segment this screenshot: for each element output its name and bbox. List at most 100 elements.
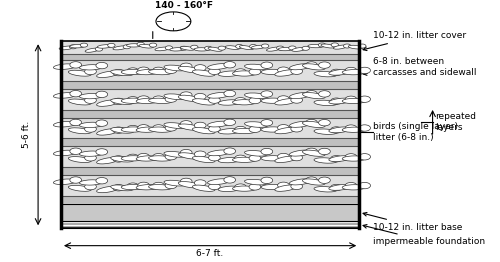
Ellipse shape xyxy=(240,46,254,50)
Bar xyxy=(61,110,359,118)
Ellipse shape xyxy=(218,100,242,105)
Bar xyxy=(61,118,359,138)
Ellipse shape xyxy=(148,98,172,103)
Text: 6-7 ft.: 6-7 ft. xyxy=(196,249,224,258)
Circle shape xyxy=(165,46,172,50)
Ellipse shape xyxy=(261,156,284,161)
Circle shape xyxy=(84,126,96,132)
Ellipse shape xyxy=(54,150,76,156)
Circle shape xyxy=(224,90,235,97)
Circle shape xyxy=(249,97,261,104)
Ellipse shape xyxy=(54,93,76,98)
Circle shape xyxy=(236,45,243,48)
Ellipse shape xyxy=(80,180,103,185)
Ellipse shape xyxy=(244,151,268,156)
Circle shape xyxy=(112,127,124,133)
Circle shape xyxy=(84,155,96,161)
Ellipse shape xyxy=(164,94,187,100)
Ellipse shape xyxy=(342,185,365,190)
Text: birds (single layer)
litter (6-8 in.): birds (single layer) litter (6-8 in.) xyxy=(373,122,458,142)
Ellipse shape xyxy=(126,44,142,47)
Ellipse shape xyxy=(302,179,325,185)
Circle shape xyxy=(345,125,357,131)
Ellipse shape xyxy=(148,127,172,132)
Circle shape xyxy=(249,69,261,75)
Ellipse shape xyxy=(178,153,201,159)
Ellipse shape xyxy=(218,129,242,134)
Ellipse shape xyxy=(96,157,119,164)
Ellipse shape xyxy=(244,179,268,185)
Circle shape xyxy=(127,154,138,161)
Text: 140 - 160°F: 140 - 160°F xyxy=(155,1,213,10)
Ellipse shape xyxy=(178,95,201,102)
Circle shape xyxy=(208,97,220,103)
Circle shape xyxy=(180,63,192,69)
Circle shape xyxy=(291,97,302,103)
Ellipse shape xyxy=(192,128,215,134)
Ellipse shape xyxy=(96,71,119,78)
Ellipse shape xyxy=(302,150,325,156)
Circle shape xyxy=(137,42,144,46)
Ellipse shape xyxy=(121,69,144,75)
Circle shape xyxy=(234,69,246,75)
Ellipse shape xyxy=(121,156,144,161)
Ellipse shape xyxy=(261,184,284,190)
Ellipse shape xyxy=(208,179,231,184)
Circle shape xyxy=(278,124,289,131)
Ellipse shape xyxy=(208,92,231,98)
Ellipse shape xyxy=(164,151,187,157)
Ellipse shape xyxy=(232,186,256,191)
Circle shape xyxy=(180,178,192,185)
Ellipse shape xyxy=(232,100,256,105)
Ellipse shape xyxy=(232,128,256,134)
Ellipse shape xyxy=(208,150,231,156)
Ellipse shape xyxy=(194,48,209,51)
Circle shape xyxy=(165,96,177,102)
Ellipse shape xyxy=(275,185,297,191)
Circle shape xyxy=(278,96,289,102)
Circle shape xyxy=(249,184,261,190)
Circle shape xyxy=(96,120,108,126)
Circle shape xyxy=(165,67,177,74)
Circle shape xyxy=(112,98,124,105)
Ellipse shape xyxy=(342,69,365,75)
Ellipse shape xyxy=(110,127,134,133)
Ellipse shape xyxy=(218,157,242,163)
Circle shape xyxy=(84,97,96,103)
Circle shape xyxy=(123,45,130,49)
Ellipse shape xyxy=(208,121,231,127)
Circle shape xyxy=(318,119,330,126)
Circle shape xyxy=(70,177,82,183)
Ellipse shape xyxy=(110,185,134,191)
Bar xyxy=(61,175,359,196)
Bar xyxy=(61,167,359,175)
Ellipse shape xyxy=(244,64,268,70)
Circle shape xyxy=(208,68,220,74)
Circle shape xyxy=(261,148,272,155)
Circle shape xyxy=(180,121,192,127)
Ellipse shape xyxy=(251,45,266,49)
Ellipse shape xyxy=(121,98,144,103)
Circle shape xyxy=(291,154,302,161)
Ellipse shape xyxy=(314,72,338,77)
Ellipse shape xyxy=(218,186,242,192)
Ellipse shape xyxy=(342,156,365,161)
Circle shape xyxy=(84,68,96,75)
Ellipse shape xyxy=(148,156,172,161)
Circle shape xyxy=(224,119,235,125)
Circle shape xyxy=(180,46,188,50)
Circle shape xyxy=(127,125,138,132)
Circle shape xyxy=(306,62,318,68)
Ellipse shape xyxy=(261,98,284,103)
Circle shape xyxy=(152,96,164,102)
Circle shape xyxy=(95,47,102,51)
Ellipse shape xyxy=(290,64,312,70)
Ellipse shape xyxy=(54,121,76,127)
Circle shape xyxy=(291,183,302,189)
Circle shape xyxy=(224,62,235,68)
Circle shape xyxy=(306,119,318,126)
Ellipse shape xyxy=(302,121,325,128)
Circle shape xyxy=(138,125,149,131)
Ellipse shape xyxy=(334,45,347,49)
Circle shape xyxy=(127,68,138,74)
